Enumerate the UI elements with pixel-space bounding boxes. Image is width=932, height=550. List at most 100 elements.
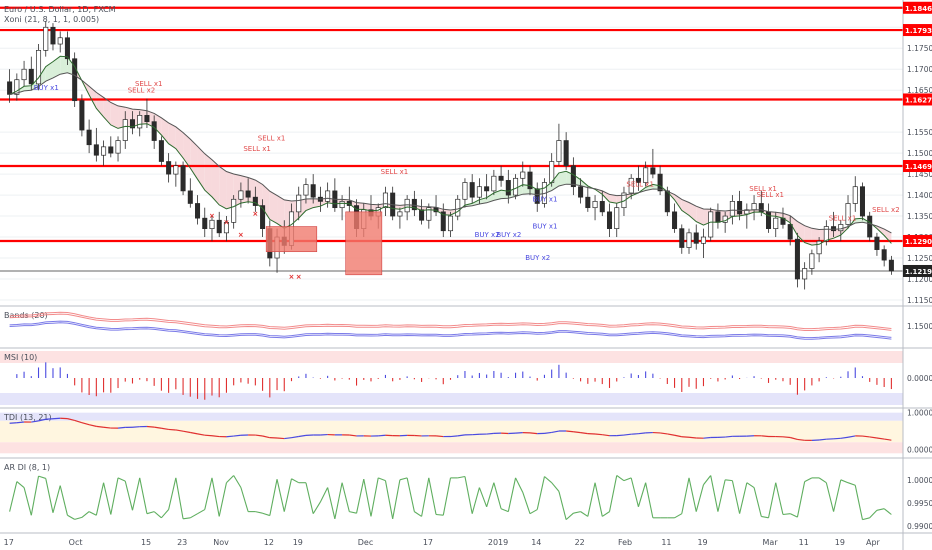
ardi-line (124, 480, 134, 511)
ardi-line (341, 482, 350, 512)
osc-panel[interactable]: MSI (10) (0, 351, 903, 405)
ardi-line (319, 487, 329, 503)
candle-body (57, 37, 63, 45)
candle-body (476, 186, 482, 198)
time-axis[interactable]: 17 Oct 15 23 Nov 12 19 Dec 17 2019 14 22 Feb 11 19 Mar 1… (4, 538, 881, 547)
price-tick-label: 1.15500 (907, 128, 932, 137)
bands-panel[interactable]: Bands (20) (4, 311, 892, 340)
ardi-title: AR DI (8, 1) (4, 463, 50, 472)
x-mark: × (296, 273, 302, 281)
buy-signal-label: BUY x1 (532, 223, 557, 231)
ardi-line (565, 512, 574, 521)
cloud-segment (219, 166, 227, 209)
candle-body (64, 37, 70, 60)
buy-signal-label: BUY x2 (475, 231, 500, 239)
sell-signal-label: SELL x1 (243, 145, 270, 153)
ardi-panel[interactable]: AR DI (8, 1) (4, 463, 892, 521)
candle-body (628, 177, 634, 194)
ardi-line (406, 477, 415, 512)
candle-body (708, 211, 714, 238)
candle-body (867, 215, 873, 238)
x-mark: × (252, 210, 258, 218)
ardi-line (88, 511, 97, 516)
level-label-bg (903, 234, 932, 247)
candle-body (72, 58, 78, 102)
level-label-bg (903, 160, 932, 173)
ardi-line (139, 477, 148, 514)
ardi-line (601, 511, 610, 517)
tdi-line (790, 436, 798, 441)
time-tick-label: 14 (531, 538, 541, 547)
cloud-segment (609, 194, 617, 204)
candle-body (744, 209, 750, 215)
candle-body (643, 167, 649, 183)
ardi-line (103, 482, 112, 515)
candle-body (700, 236, 706, 244)
candle-body (787, 224, 793, 240)
ardi-line (789, 513, 798, 518)
time-tick-label: 19 (835, 538, 845, 547)
tdi-line (233, 434, 241, 437)
cloud-segment (269, 191, 278, 224)
ardi-line (74, 516, 83, 520)
ardi-line (536, 476, 545, 510)
candle-body (101, 146, 107, 156)
tdi-line (226, 435, 234, 438)
price-tick-label: 1.17000 (907, 65, 932, 74)
tdi-line (190, 431, 198, 435)
ardi-line (175, 477, 184, 519)
ardi-line (399, 477, 408, 481)
tdi-line (52, 417, 61, 420)
candle-body (578, 186, 584, 198)
ardi-line (81, 511, 90, 518)
ardi-line (674, 513, 683, 519)
ardi-line (544, 476, 553, 484)
ardi-line (869, 509, 878, 519)
candle-body (606, 211, 613, 229)
tdi-line (544, 431, 552, 434)
candle-body (498, 175, 504, 181)
ardi-line (197, 509, 206, 515)
ardi-line (182, 517, 191, 520)
cloud-segment (804, 225, 812, 246)
candle-body (209, 219, 215, 229)
cloud-segment (24, 85, 32, 91)
candle-body (585, 196, 591, 209)
ardi-line (30, 476, 40, 516)
tdi-line (594, 433, 603, 436)
ardi-line (558, 491, 567, 520)
indicator-title: Xoni (21, 8, 1, 1, 0.005) (4, 15, 99, 24)
ardi-line (688, 477, 697, 512)
tdi-line (847, 435, 856, 438)
candle-body (411, 198, 417, 211)
tdi-line (725, 435, 733, 438)
band-line (9, 313, 892, 331)
ardi-line (623, 477, 632, 482)
tdi-panel[interactable]: TDI (13, 21) (0, 412, 903, 454)
candle-body (325, 190, 331, 202)
candle-body (202, 217, 208, 229)
ardi-line (327, 487, 336, 519)
candle-body (296, 194, 302, 213)
candle-body (50, 26, 56, 45)
candle-body (809, 253, 815, 269)
tdi-line (262, 435, 270, 439)
candle-body (151, 121, 157, 141)
ardi-line (457, 475, 466, 479)
candle-body (679, 228, 685, 248)
tdi-line (182, 430, 191, 434)
candle-body (382, 192, 388, 209)
sell-signal-label: SELL x1 (626, 181, 654, 189)
price-tick-label: 1.12000 (907, 275, 932, 284)
ardi-line (818, 477, 827, 484)
tdi-line (146, 425, 155, 428)
tdi-line (204, 434, 213, 437)
candle-body (404, 198, 410, 213)
cloud-segment (204, 153, 212, 197)
symbol-title: Euro / U.S. Dollar, 1D, FXCM (4, 5, 116, 14)
